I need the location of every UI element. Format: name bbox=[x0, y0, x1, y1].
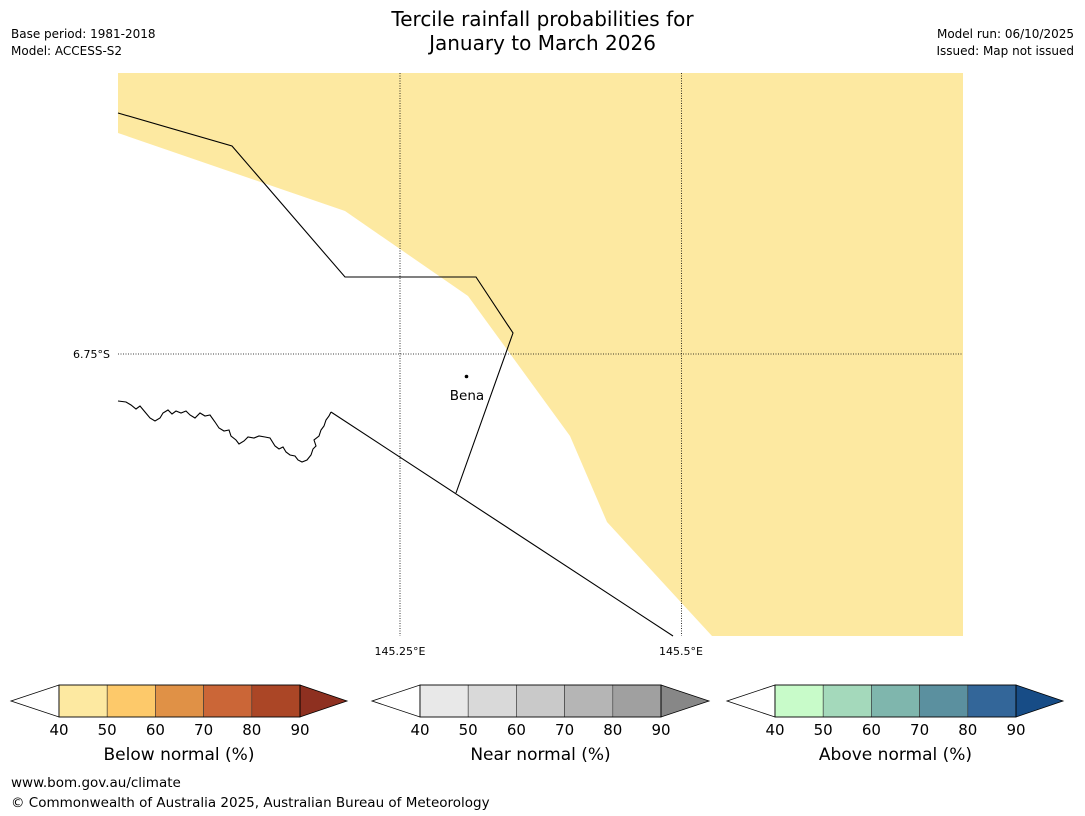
colorbar-segment bbox=[871, 684, 920, 718]
longitude-label-145-25: 145.25°E bbox=[375, 645, 426, 658]
river-boundary bbox=[117, 400, 332, 463]
issued-status: Issued: Map not issued bbox=[936, 44, 1074, 58]
latitude-label: 6.75°S bbox=[73, 348, 110, 361]
colorbar-segment bbox=[822, 684, 872, 718]
title-line-2: January to March 2026 bbox=[429, 31, 656, 55]
colorbar-tick-label: 50 bbox=[814, 721, 833, 739]
model-name: Model: ACCESS-S2 bbox=[11, 44, 123, 58]
colorbar-tick-label: 60 bbox=[507, 721, 526, 739]
colorbar-tick-label: 50 bbox=[459, 721, 478, 739]
colorbar-segment bbox=[58, 684, 108, 718]
colorbar-tick-label: 80 bbox=[242, 721, 261, 739]
colorbar-tick-label: 80 bbox=[958, 721, 977, 739]
colorbar-segment bbox=[919, 684, 969, 718]
colorbar-outline bbox=[419, 684, 662, 718]
colorbar-segment bbox=[967, 684, 1017, 718]
colorbar-over-arrow bbox=[1015, 684, 1065, 718]
colorbar-tick-label: 90 bbox=[1006, 721, 1025, 739]
colorbar-segment bbox=[516, 684, 565, 718]
meta-right: Model run: 06/10/2025 Issued: Map not is… bbox=[936, 26, 1074, 60]
colorbar-tick-label: 70 bbox=[910, 721, 929, 739]
colorbar-tick-label: 90 bbox=[651, 721, 670, 739]
colorbar-under-arrow bbox=[9, 684, 60, 718]
colorbar-tick-label: 60 bbox=[862, 721, 881, 739]
colorbar-outline bbox=[774, 684, 1017, 718]
colorbar-outline bbox=[58, 684, 301, 718]
base-period: Base period: 1981-2018 bbox=[11, 27, 156, 41]
colorbar-segment bbox=[612, 684, 662, 718]
region-boundary-lower bbox=[330, 411, 674, 637]
bena-label: Bena bbox=[450, 388, 484, 404]
colorbar-over-arrow bbox=[660, 684, 711, 718]
colorbar-segment bbox=[106, 684, 156, 718]
colorbar-over-arrow bbox=[299, 684, 349, 718]
colorbar-segment bbox=[564, 684, 614, 718]
colorbar-tick-label: 60 bbox=[146, 721, 165, 739]
colorbar-under-arrow bbox=[370, 684, 421, 718]
map: Bena 6.75°S 145.25°E 145.5°E bbox=[73, 73, 963, 658]
map-title: Tercile rainfall probabilities for Janua… bbox=[0, 7, 1085, 55]
colorbar-tick-label: 80 bbox=[603, 721, 622, 739]
colorbar-title-below: Below normal (%) bbox=[103, 745, 255, 765]
meta-left: Base period: 1981-2018 Model: ACCESS-S2 bbox=[11, 26, 156, 60]
bena-marker bbox=[464, 374, 469, 379]
colorbar-segment bbox=[467, 684, 517, 718]
colorbar-tick-label: 70 bbox=[194, 721, 213, 739]
footer-url: www.bom.gov.au/climate bbox=[11, 775, 181, 791]
colorbar-segment bbox=[203, 684, 253, 718]
colorbar-tick-label: 70 bbox=[555, 721, 574, 739]
title-line-1: Tercile rainfall probabilities for bbox=[391, 7, 694, 31]
colorbar-segment bbox=[774, 684, 824, 718]
longitude-label-145-5: 145.5°E bbox=[659, 645, 703, 658]
colorbar-title-above: Above normal (%) bbox=[818, 745, 973, 765]
colorbar-above-normal: 40 50 60 70 80 90 bbox=[725, 684, 1065, 739]
colorbar-tick-label: 40 bbox=[765, 721, 784, 739]
colorbar-under-arrow bbox=[725, 684, 776, 718]
colorbar-tick-label: 40 bbox=[410, 721, 429, 739]
region-boundary bbox=[117, 112, 514, 494]
colorbar-tick-label: 40 bbox=[49, 721, 68, 739]
colorbar-segment bbox=[251, 684, 301, 718]
colorbar-title-near: Near normal (%) bbox=[470, 745, 611, 765]
below-normal-shading bbox=[118, 73, 963, 636]
colorbar-below-normal: 40 50 60 70 80 90 bbox=[9, 684, 349, 739]
colorbar-segment bbox=[419, 684, 469, 718]
colorbar-tick-label: 90 bbox=[290, 721, 309, 739]
model-run: Model run: 06/10/2025 bbox=[936, 27, 1074, 41]
legend: 40 50 60 70 80 90 40 50 60 70 80 90 40 50 60 70 80 90 bbox=[9, 684, 1065, 739]
footer-copyright: © Commonwealth of Australia 2025, Austra… bbox=[11, 795, 490, 811]
colorbar-segment bbox=[155, 684, 204, 718]
colorbar-near-normal: 40 50 60 70 80 90 bbox=[370, 684, 711, 739]
colorbar-tick-label: 50 bbox=[98, 721, 117, 739]
